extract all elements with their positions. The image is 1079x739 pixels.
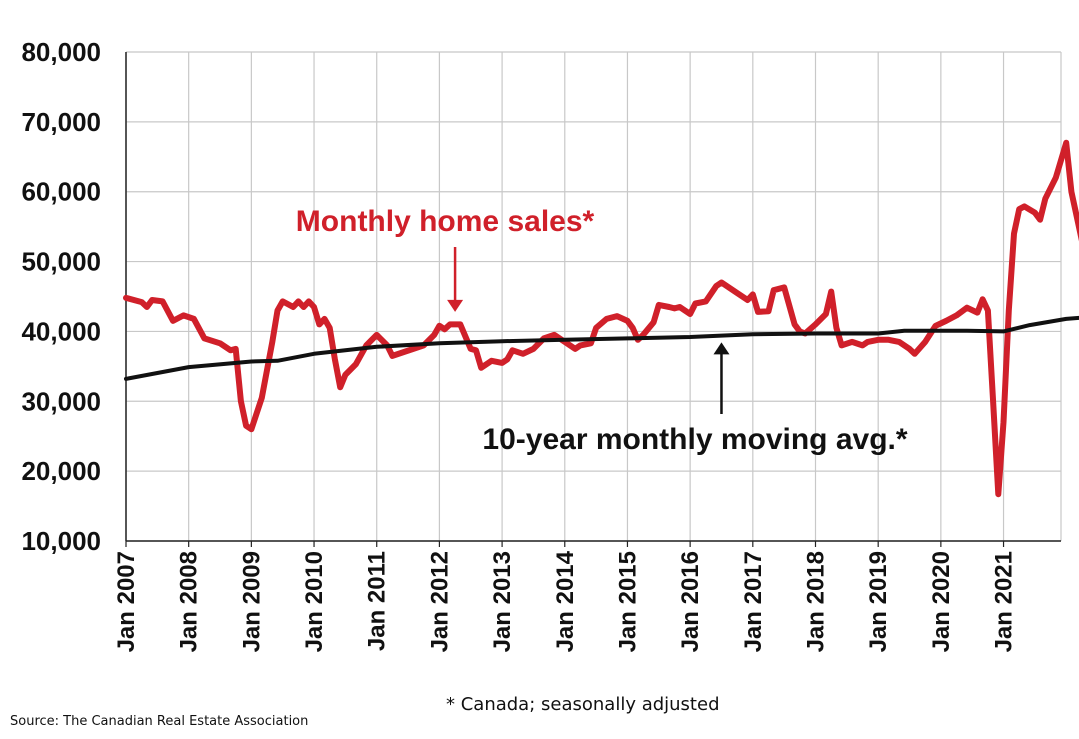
plot-area	[126, 52, 1061, 541]
x-tick-label: Jan 2017	[740, 551, 767, 652]
x-tick-label: Jan 2021	[991, 551, 1018, 652]
moving-average-line	[124, 315, 1079, 381]
y-tick-label: 70,000	[21, 107, 101, 137]
annotation-arrowhead	[713, 342, 730, 355]
x-tick-label: Jan 2012	[426, 551, 453, 652]
x-tick-label: Jan 2011	[364, 551, 391, 651]
x-axis-ticks: Jan 2007 Jan 2008 Jan 2009 Jan 2010 Jan 2011…	[113, 541, 1018, 652]
y-tick-label: 20,000	[21, 456, 101, 486]
y-tick-label: 80,000	[21, 37, 101, 67]
x-tick-label: Jan 2007	[113, 551, 140, 652]
line-chart: 10,000 20,000 30,000 40,000 50,000 60,000 70,0…	[21, 37, 1079, 652]
y-tick-label: 10,000	[21, 526, 101, 556]
x-tick-label: Jan 2008	[176, 551, 203, 652]
x-tick-label: Jan 2015	[614, 551, 641, 652]
x-tick-label: Jan 2013	[489, 551, 516, 652]
x-tick-label: Jan 2019	[865, 551, 892, 652]
y-tick-label: 60,000	[21, 177, 101, 207]
x-tick-label: Jan 2009	[238, 551, 265, 652]
x-tick-label: Jan 2018	[802, 551, 829, 652]
y-tick-label: 30,000	[21, 386, 101, 416]
y-tick-label: 40,000	[21, 316, 101, 346]
monthly-sales-line	[123, 139, 1079, 498]
x-tick-label: Jan 2014	[552, 550, 579, 652]
source-note: Source: The Canadian Real Estate Associa…	[10, 714, 309, 729]
x-tick-label: Jan 2016	[677, 551, 704, 652]
x-tick-label: Jan 2020	[928, 551, 955, 652]
footnote: * Canada; seasonally adjusted	[446, 694, 720, 715]
y-axis-ticks: 10,000 20,000 30,000 40,000 50,000 60,000 70,0…	[21, 37, 101, 556]
series-lines	[123, 139, 1079, 498]
x-tick-label: Jan 2010	[301, 551, 328, 652]
annotation-monthly-sales: Monthly home sales*	[296, 205, 595, 238]
annotation-arrowhead	[447, 299, 464, 312]
y-tick-label: 50,000	[21, 247, 101, 277]
annotations: Monthly home sales* 10-year monthly movin…	[296, 205, 908, 456]
annotation-moving-average: 10-year monthly moving avg.*	[482, 423, 907, 456]
